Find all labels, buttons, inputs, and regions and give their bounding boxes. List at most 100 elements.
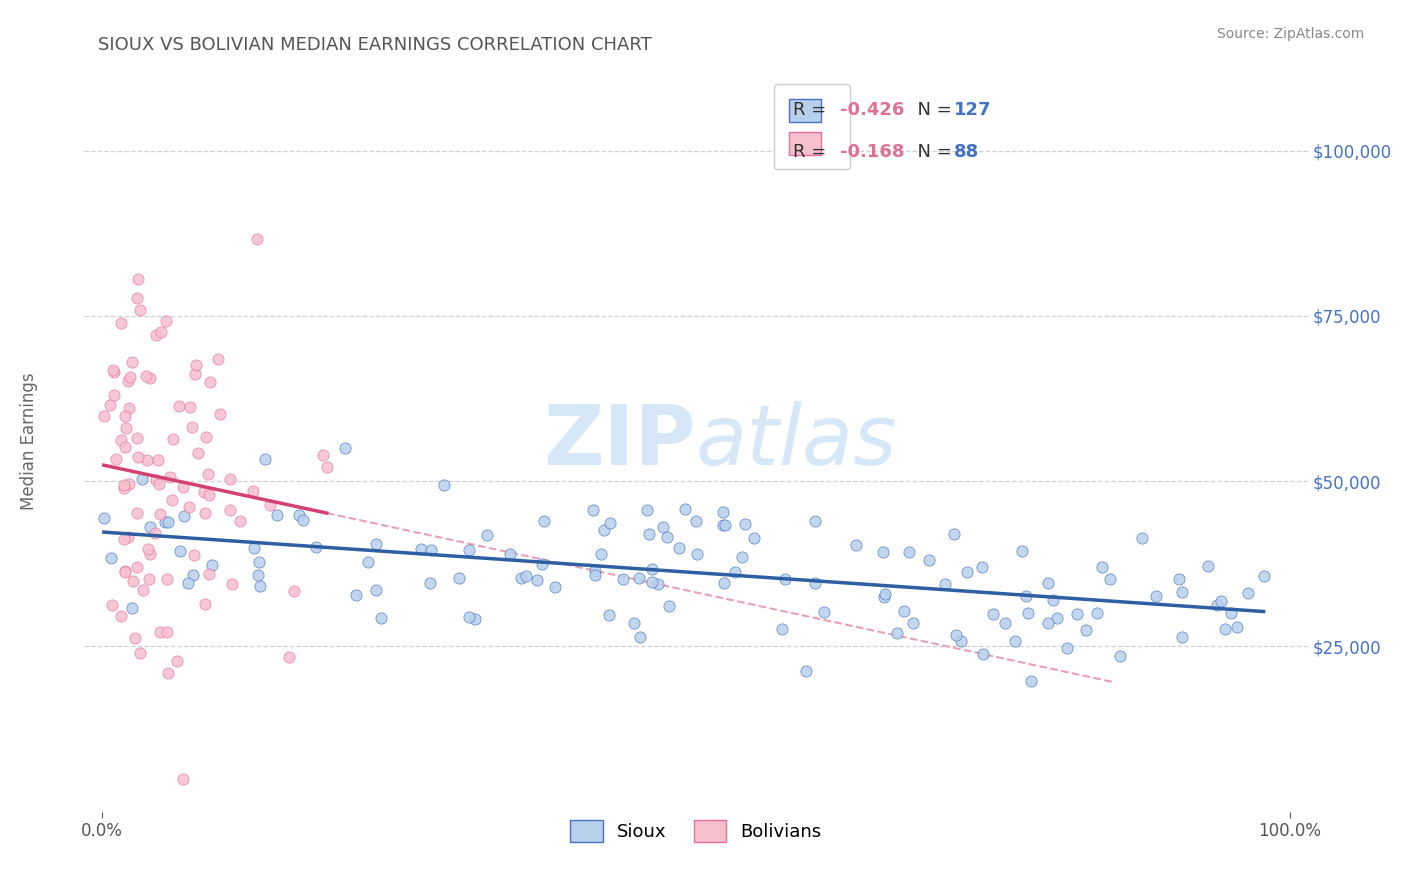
Point [652, 520, 675, 534]
Point [104, 452, 127, 467]
Point [166, 655, 188, 669]
Point [945, 628, 967, 642]
Point [101, 363, 124, 377]
Point [277, 649, 299, 664]
Text: 88: 88 [953, 143, 979, 161]
Point [149, 325, 172, 339]
Point [713, 575, 735, 590]
Point [1046, 610, 1069, 624]
Point [583, 564, 606, 578]
Point [124, 631, 146, 645]
Text: N =: N = [905, 101, 957, 119]
Point [530, 558, 553, 572]
Point [515, 569, 537, 583]
Point [177, 575, 200, 590]
Point [218, 472, 240, 486]
Point [121, 355, 143, 369]
Point [121, 601, 143, 615]
Point [312, 448, 335, 462]
Point [146, 453, 169, 467]
Point [972, 648, 994, 662]
Point [157, 515, 180, 529]
Point [543, 580, 565, 594]
Point [198, 487, 221, 501]
Point [242, 484, 264, 499]
Point [139, 371, 162, 385]
Point [193, 485, 215, 500]
Point [1004, 633, 1026, 648]
Point [160, 493, 183, 508]
Point [1085, 606, 1108, 620]
Point [591, 547, 613, 561]
Point [155, 314, 177, 328]
Text: -0.426: -0.426 [839, 101, 904, 119]
Point [110, 433, 132, 447]
Point [872, 545, 894, 559]
Point [1253, 569, 1275, 583]
Point [181, 420, 204, 434]
Point [1237, 585, 1260, 599]
Point [173, 508, 195, 523]
Point [246, 568, 269, 582]
Point [1090, 559, 1112, 574]
Point [641, 562, 664, 576]
Point [1167, 572, 1189, 586]
Point [127, 450, 149, 464]
Point [628, 571, 651, 585]
Point [419, 542, 441, 557]
Text: N =: N = [905, 143, 957, 161]
Point [711, 505, 734, 519]
Point [129, 646, 152, 660]
Point [526, 573, 548, 587]
Point [110, 317, 132, 331]
Point [1015, 589, 1038, 603]
Point [315, 459, 337, 474]
Point [197, 467, 219, 481]
Point [138, 572, 160, 586]
Point [1219, 606, 1241, 620]
Point [734, 517, 756, 532]
Point [132, 583, 155, 598]
Point [127, 559, 149, 574]
Point [179, 401, 201, 415]
Point [145, 473, 167, 487]
Point [1144, 589, 1167, 603]
Point [249, 555, 271, 569]
Point [93, 511, 115, 525]
Point [110, 608, 132, 623]
Point [1042, 593, 1064, 607]
Point [172, 772, 194, 786]
Point [636, 503, 658, 517]
Point [657, 530, 679, 544]
Point [155, 515, 177, 529]
Point [893, 604, 915, 618]
Point [1213, 622, 1236, 636]
Point [873, 587, 896, 601]
Point [131, 472, 153, 486]
Point [647, 576, 669, 591]
Point [145, 327, 167, 342]
Point [207, 351, 229, 366]
Point [942, 527, 965, 541]
Point [172, 480, 194, 494]
Point [143, 526, 166, 541]
Point [139, 520, 162, 534]
Point [100, 551, 122, 566]
Point [364, 582, 387, 597]
Point [599, 516, 621, 531]
Point [598, 608, 620, 623]
Point [510, 571, 533, 585]
Point [458, 610, 481, 624]
Point [162, 432, 184, 446]
Point [114, 565, 136, 579]
Point [1226, 620, 1249, 634]
Point [156, 625, 179, 640]
Point [186, 358, 208, 372]
Point [200, 375, 222, 389]
Point [117, 530, 139, 544]
Point [148, 477, 170, 491]
Point [1038, 616, 1060, 631]
Point [118, 401, 141, 415]
Point [115, 421, 138, 435]
Point [1098, 572, 1121, 586]
